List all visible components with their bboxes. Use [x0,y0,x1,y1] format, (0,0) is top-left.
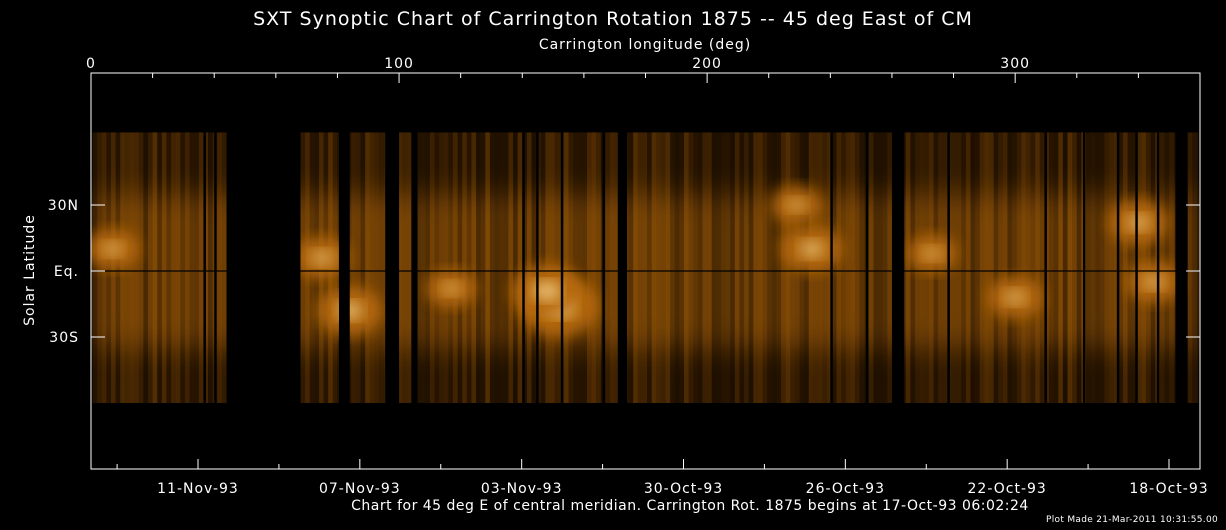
gap-line-12 [1135,132,1138,403]
gap-line-4 [560,132,564,403]
gap-line-11 [1116,132,1120,403]
date-tick-label: 18-Oct-93 [1129,481,1208,497]
active-region-core-11 [441,281,462,296]
plot-timestamp: Plot Made 21-Mar-2011 10:31:55.00 [1046,515,1218,525]
top-tick-label: 100 [384,56,414,72]
active-region-core-10 [786,198,807,212]
gap-line-6 [830,132,833,403]
gap-line-2 [522,132,525,403]
date-tick-label: 07-Nov-93 [319,481,401,497]
date-tick-label: 22-Oct-93 [968,481,1047,497]
gap-line-3 [536,132,539,403]
active-region-core-7 [1142,274,1165,290]
gap-line-9 [1044,132,1047,403]
top-tick-label: 200 [692,56,722,72]
gap-line-5 [602,132,605,403]
top-tick-label: 0 [86,56,96,72]
date-tick-label: 03-Nov-93 [481,481,563,497]
date-tick-label: 11-Nov-93 [157,481,239,497]
gap-line-8 [947,132,950,403]
date-tick-label: 26-Oct-93 [806,481,885,497]
active-region-core-9 [921,246,942,261]
active-region-core-5 [1003,289,1027,306]
active-regions [91,186,1182,337]
gap-line-1 [214,132,217,403]
y-tick-label: 30N [48,198,79,214]
y-tick-label: Eq. [54,264,79,280]
y-tick-label: 30S [49,330,79,346]
gap-line-7 [865,132,869,403]
active-region-core-3 [310,249,334,266]
chart-caption: Chart for 45 deg E of central meridian. … [351,498,1029,514]
gap-line-13 [1156,132,1160,403]
chart-title: SXT Synoptic Chart of Carrington Rotatio… [253,8,973,30]
active-region-core-8 [799,240,825,258]
gap-line-10 [1082,132,1086,403]
active-region-core-6 [1126,214,1151,231]
active-region-core-1 [532,281,562,301]
active-region-core-4 [101,241,124,257]
gap-line-0 [203,132,206,403]
top-axis-label: Carrington longitude (deg) [538,37,752,53]
top-tick-label: 300 [1000,56,1030,72]
date-tick-label: 30-Oct-93 [644,481,723,497]
